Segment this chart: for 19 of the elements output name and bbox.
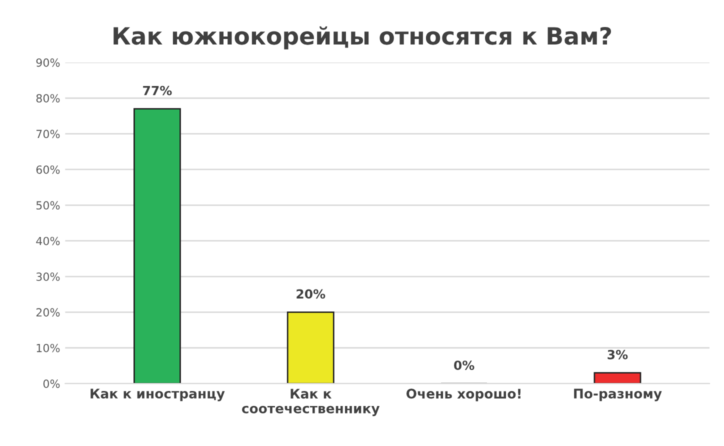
y-tick-label: 10% <box>36 344 60 352</box>
y-tick-label: 0% <box>43 380 60 388</box>
y-tick-label: 60% <box>36 165 60 174</box>
x-tick-label: По-разному <box>574 388 662 402</box>
y-tick-label: 20% <box>36 308 60 317</box>
y-tick-label: 40% <box>36 236 60 246</box>
x-tick-label: Очень хорошо! <box>406 388 520 402</box>
x-tick-label: Как к соотечественнику <box>242 388 380 416</box>
y-tick-label: 90% <box>36 58 60 67</box>
y-tick-label: 70% <box>36 130 60 138</box>
data-label: 77% <box>143 86 172 96</box>
data-label: 3% <box>608 350 628 360</box>
y-tick-label: 50% <box>36 201 60 210</box>
y-tick-label: 80% <box>36 94 60 102</box>
y-tick-label: 30% <box>36 272 60 281</box>
data-label: 0% <box>454 360 474 370</box>
data-label: 20% <box>296 289 326 299</box>
chart-title: Как южнокорейцы относятся к Вам? <box>114 26 611 50</box>
x-tick-label: Как к иностранцу <box>90 388 225 402</box>
